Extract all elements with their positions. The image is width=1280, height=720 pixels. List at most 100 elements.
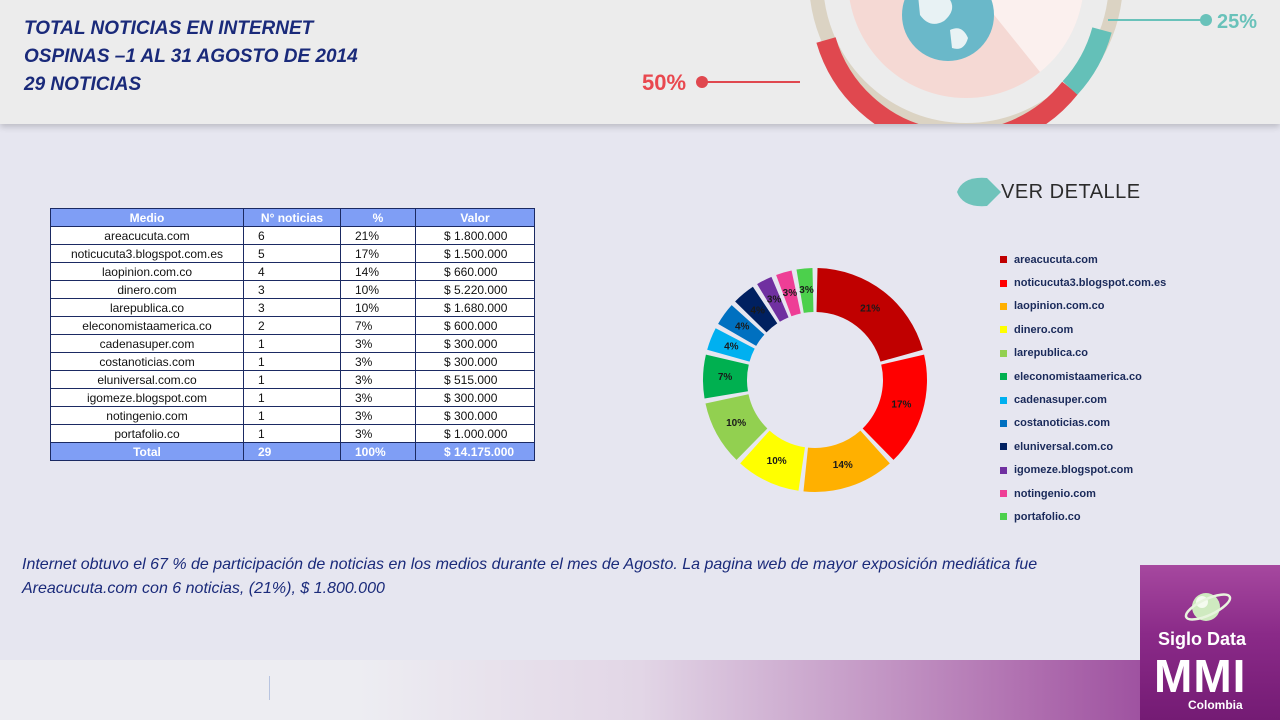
slice-label: 14% (833, 460, 853, 471)
donut-slice-portafolio-co (796, 268, 814, 313)
cell-noticias: 3 (243, 298, 341, 317)
table-header-row: Medio N° noticias % Valor (50, 208, 535, 227)
donut-slice-dinero-com (740, 430, 805, 491)
donut-slice-laopinion-com-co (803, 430, 890, 492)
globe-decoration: 50% 25% (642, 0, 1257, 124)
legend-item: costanoticias.com (1000, 412, 1166, 435)
legend-swatch-icon (1000, 490, 1007, 498)
donut-slice-costanoticias-com (718, 305, 765, 346)
cell-valor: $ 1.000.000 (415, 424, 535, 443)
table-row: larepublica.co 3 10% $ 1.680.000 (50, 298, 535, 317)
cell-pct: 3% (340, 352, 416, 371)
summary-text: Internet obtuvo el 67 % de participación… (22, 553, 1222, 601)
cell-valor: $ 1.800.000 (415, 226, 535, 245)
table-row: cadenasuper.com 1 3% $ 300.000 (50, 334, 535, 353)
cell-medio: cadenasuper.com (50, 334, 244, 353)
cell-valor: $ 300.000 (415, 334, 535, 353)
legend-swatch-icon (1000, 256, 1007, 264)
teal-arc-icon (1062, 27, 1112, 95)
cell-medio: noticucuta3.blogspot.com.es (50, 244, 244, 263)
legend-item: noticucuta3.blogspot.com.es (1000, 271, 1166, 294)
total-cell-pct: 100% (340, 442, 416, 461)
total-cell-valor: $ 14.175.000 (415, 442, 535, 461)
legend-label: noticucuta3.blogspot.com.es (1014, 277, 1167, 290)
slice-label: 4% (724, 342, 739, 353)
cell-pct: 3% (340, 334, 416, 353)
legend-label: areacucuta.com (1014, 253, 1098, 266)
donut-slice-notingenio-com (776, 270, 801, 317)
cell-medio: portafolio.co (50, 424, 244, 443)
table-row: laopinion.com.co 4 14% $ 660.000 (50, 262, 535, 281)
cell-pct: 3% (340, 370, 416, 389)
cell-valor: $ 300.000 (415, 406, 535, 425)
cell-pct: 3% (340, 424, 416, 443)
cell-medio: dinero.com (50, 280, 244, 299)
legend-item: portafolio.co (1000, 505, 1166, 528)
legend-swatch-icon (1000, 349, 1007, 357)
table-body: areacucuta.com 6 21% $ 1.800.000 noticucuta3… (50, 226, 535, 461)
legend-label: laopinion.com.co (1014, 300, 1105, 313)
donut-slice-noticucuta3-blogspot-com-es (862, 354, 927, 460)
cell-medio: eleconomistaamerica.co (50, 316, 244, 335)
cell-noticias: 5 (243, 244, 341, 263)
slice-label: 17% (891, 400, 911, 411)
slice-label: 7% (718, 372, 733, 383)
cell-noticias: 1 (243, 388, 341, 407)
legend-label: notingenio.com (1014, 487, 1096, 500)
donut-slice-eleconomistaamerica-co (703, 354, 749, 399)
donut-slice-cadenasuper-com (707, 328, 755, 362)
legend-item: larepublica.co (1000, 342, 1166, 365)
cell-noticias: 1 (243, 406, 341, 425)
cell-pct: 10% (340, 280, 416, 299)
slice-label: 4% (735, 322, 750, 333)
cell-medio: costanoticias.com (50, 352, 244, 371)
cell-valor: $ 660.000 (415, 262, 535, 281)
cell-valor: $ 1.500.000 (415, 244, 535, 263)
media-table-container: Medio N° noticias % Valor areacucuta.com… (50, 208, 535, 461)
cell-pct: 21% (340, 226, 416, 245)
badge-left-label: 50% (642, 70, 686, 95)
donut-slice-eluniversal-com-co (735, 286, 778, 333)
cell-medio: igomeze.blogspot.com (50, 388, 244, 407)
legend-label: larepublica.co (1014, 347, 1088, 360)
donut-chart: 21%17%14%10%10%7%4%4%4%3%3% 3% (703, 268, 927, 492)
table-row: igomeze.blogspot.com 1 3% $ 300.000 (50, 388, 535, 407)
cell-valor: $ 300.000 (415, 388, 535, 407)
cell-medio: laopinion.com.co (50, 262, 244, 281)
legend-item: eleconomistaamerica.co (1000, 365, 1166, 388)
slice-label: 3% (783, 288, 798, 299)
legend-swatch-icon (1000, 513, 1007, 521)
col-header-medio: Medio (50, 208, 244, 227)
table-row: areacucuta.com 6 21% $ 1.800.000 (50, 226, 535, 245)
legend-item: cadenasuper.com (1000, 388, 1166, 411)
slice-label: 10% (767, 456, 787, 467)
footer-bar (0, 660, 1280, 720)
slice-label: 3% (767, 294, 782, 305)
cell-valor: $ 1.680.000 (415, 298, 535, 317)
cell-pct: 3% (340, 406, 416, 425)
title-line-1: TOTAL NOTICIAS EN INTERNET (24, 18, 314, 39)
table-row: eluniversal.com.co 1 3% $ 515.000 (50, 370, 535, 389)
summary-line-2: Areacucuta.com con 6 noticias, (21%), $ … (22, 580, 385, 597)
col-header-valor: Valor (415, 208, 535, 227)
legend-label: igomeze.blogspot.com (1014, 464, 1134, 477)
cell-medio: areacucuta.com (50, 226, 244, 245)
donut-slice-igomeze-blogspot-com (757, 276, 789, 322)
total-cell-medio: Total (50, 442, 244, 461)
legend-label: portafolio.co (1014, 510, 1081, 523)
legend-swatch-icon (1000, 396, 1007, 404)
title-line-2: OSPINAS –1 AL 31 AGOSTO DE 2014 (24, 46, 358, 67)
cell-pct: 14% (340, 262, 416, 281)
donut-slice-areacucuta-com (816, 268, 923, 362)
legend-label: eleconomistaamerica.co (1014, 370, 1142, 383)
siglo-data-logo-icon (1184, 593, 1232, 621)
col-header-pct: % (340, 208, 416, 227)
cell-noticias: 1 (243, 334, 341, 353)
ver-detalle-button[interactable]: VER DETALLE (953, 174, 1141, 210)
legend-swatch-icon (1000, 373, 1007, 381)
brand-colombia: Colombia (1188, 698, 1243, 712)
ver-detalle-label: VER DETALLE (1001, 180, 1141, 203)
legend-swatch-icon (1000, 326, 1007, 334)
legend-label: eluniversal.com.co (1014, 440, 1114, 453)
legend-item: notingenio.com (1000, 482, 1166, 505)
